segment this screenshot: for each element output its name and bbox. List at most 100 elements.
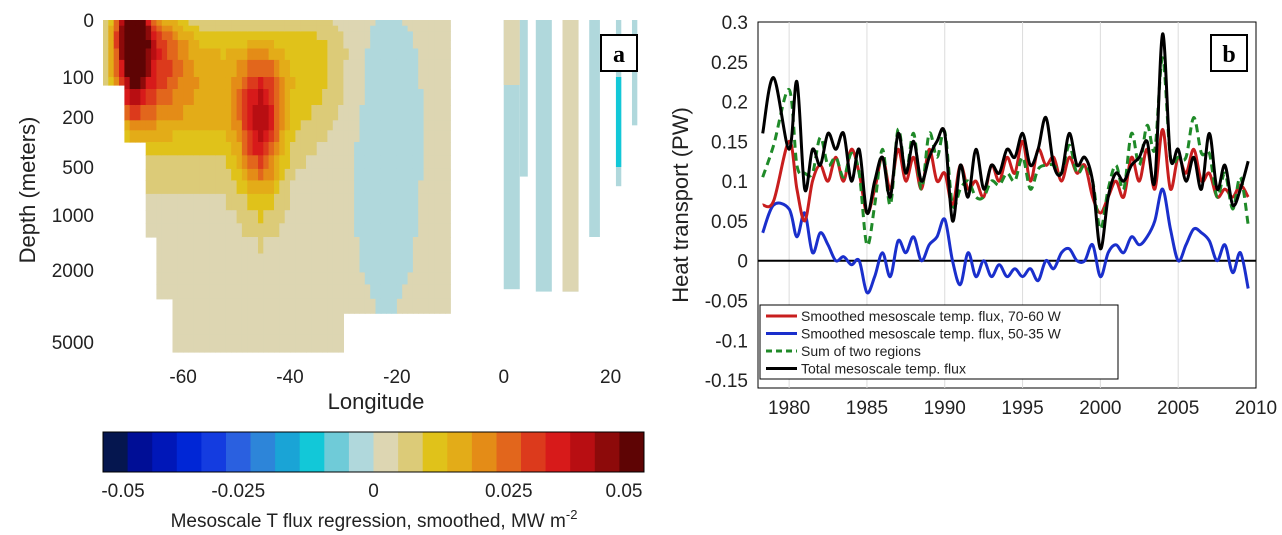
- heatmap-cell: [364, 40, 371, 50]
- heatmap-cell: [354, 272, 360, 285]
- heatmap-cell: [215, 89, 222, 106]
- heatmap-cell: [295, 20, 302, 27]
- heatmap-cell: [407, 168, 414, 181]
- heatmap-cell: [220, 334, 227, 353]
- heatmap-cell: [279, 210, 286, 224]
- heatmap-cell: [263, 272, 270, 285]
- heatmap-cell: [231, 20, 238, 27]
- heatmap-cell: [236, 298, 243, 317]
- heatmap-cell: [204, 25, 211, 32]
- heatmap-cell: [348, 77, 355, 90]
- heatmap-cell: [290, 89, 296, 106]
- heatmap-cell: [332, 89, 339, 106]
- heatmap-cell: [306, 168, 312, 181]
- heatmap-cell: [199, 180, 206, 195]
- heatmap-cell: [241, 155, 248, 170]
- heatmap-cell: [322, 315, 328, 336]
- heatmap-cell: [306, 237, 312, 255]
- heatmap-cell: [151, 180, 157, 195]
- heatmap-cell: [316, 31, 323, 41]
- heatmap-cell: [354, 142, 360, 156]
- heatmap-cell: [199, 25, 206, 32]
- heatmap-cell: [215, 315, 222, 336]
- heatmap-cell: [311, 193, 318, 211]
- heatmap-cell: [231, 334, 238, 353]
- heatmap-cell: [151, 142, 157, 156]
- heatmap-cell: [172, 142, 179, 156]
- heatmap-cell: [311, 31, 318, 41]
- heatmap-cell: [209, 180, 216, 195]
- heatmap-cell: [322, 48, 328, 61]
- panel-b-y-tick-label: -0.05: [705, 291, 748, 312]
- heatmap-cell: [156, 142, 163, 156]
- heatmap-cell: [177, 48, 184, 61]
- heatmap-cell: [300, 89, 307, 106]
- heatmap-cell: [172, 48, 179, 61]
- heatmap-cell: [167, 272, 173, 285]
- heatmap-cell: [402, 105, 409, 121]
- heatmap-cell: [268, 130, 275, 143]
- heatmap-cell: [391, 31, 398, 41]
- heatmap-cell: [503, 20, 520, 85]
- heatmap-cell: [274, 180, 280, 195]
- heatmap-cell: [209, 334, 216, 353]
- heatmap-cell: [300, 284, 307, 300]
- heatmap-cell: [193, 315, 200, 336]
- heatmap-cell: [247, 130, 254, 143]
- heatmap-cell: [172, 105, 179, 121]
- colorbar-swatch: [422, 432, 448, 472]
- heatmap-cell: [241, 89, 248, 106]
- heatmap-cell: [268, 253, 275, 273]
- heatmap-cell: [354, 237, 360, 255]
- heatmap-cell: [258, 31, 264, 41]
- heatmap-cell: [183, 168, 189, 181]
- heatmap-cell: [167, 210, 173, 224]
- heatmap-cell: [177, 155, 184, 170]
- heatmap-cell: [231, 168, 238, 181]
- heatmap-cell: [193, 130, 200, 143]
- heatmap-cell: [295, 142, 302, 156]
- heatmap-cell: [327, 210, 334, 224]
- heatmap-cell: [311, 180, 318, 195]
- heatmap-cell: [343, 89, 350, 106]
- heatmap-cell: [225, 25, 232, 32]
- heatmap-cell: [354, 105, 360, 121]
- heatmap-cell: [204, 298, 211, 317]
- heatmap-cell: [258, 48, 264, 61]
- heatmap-cell: [359, 40, 366, 50]
- heatmap-cell: [402, 253, 409, 273]
- heatmap-cell: [439, 168, 446, 181]
- heatmap-cell: [418, 155, 425, 170]
- heatmap-cell: [407, 130, 414, 143]
- heatmap-cell: [375, 142, 382, 156]
- heatmap-cell: [370, 237, 377, 255]
- heatmap-cell: [161, 120, 168, 131]
- heatmap-cell: [343, 142, 350, 156]
- heatmap-cell: [428, 193, 435, 211]
- heatmap-cell: [183, 272, 189, 285]
- heatmap-cell: [364, 20, 371, 27]
- heatmap-cell: [391, 20, 398, 27]
- heatmap-cell: [322, 25, 328, 32]
- heatmap-cell: [231, 284, 238, 300]
- heatmap-cell: [161, 155, 168, 170]
- heatmap-cell: [354, 40, 360, 50]
- heatmap-cell: [252, 253, 259, 273]
- heatmap-cell: [380, 210, 387, 224]
- heatmap-cell: [396, 77, 403, 90]
- heatmap-cell: [380, 89, 387, 106]
- heatmap-cell: [322, 237, 328, 255]
- heatmap-cell: [445, 193, 451, 211]
- heatmap-cell: [375, 105, 382, 121]
- heatmap-cell: [364, 142, 371, 156]
- heatmap-cell: [445, 253, 451, 273]
- heatmap-cell: [407, 40, 414, 50]
- heatmap-cell: [562, 20, 579, 292]
- heatmap-cell: [295, 334, 302, 353]
- heatmap-cell: [161, 130, 168, 143]
- heatmap-cell: [428, 253, 435, 273]
- heatmap-cell: [295, 298, 302, 317]
- heatmap-cell: [418, 130, 425, 143]
- heatmap-cell: [386, 20, 393, 27]
- heatmap-cell: [412, 237, 419, 255]
